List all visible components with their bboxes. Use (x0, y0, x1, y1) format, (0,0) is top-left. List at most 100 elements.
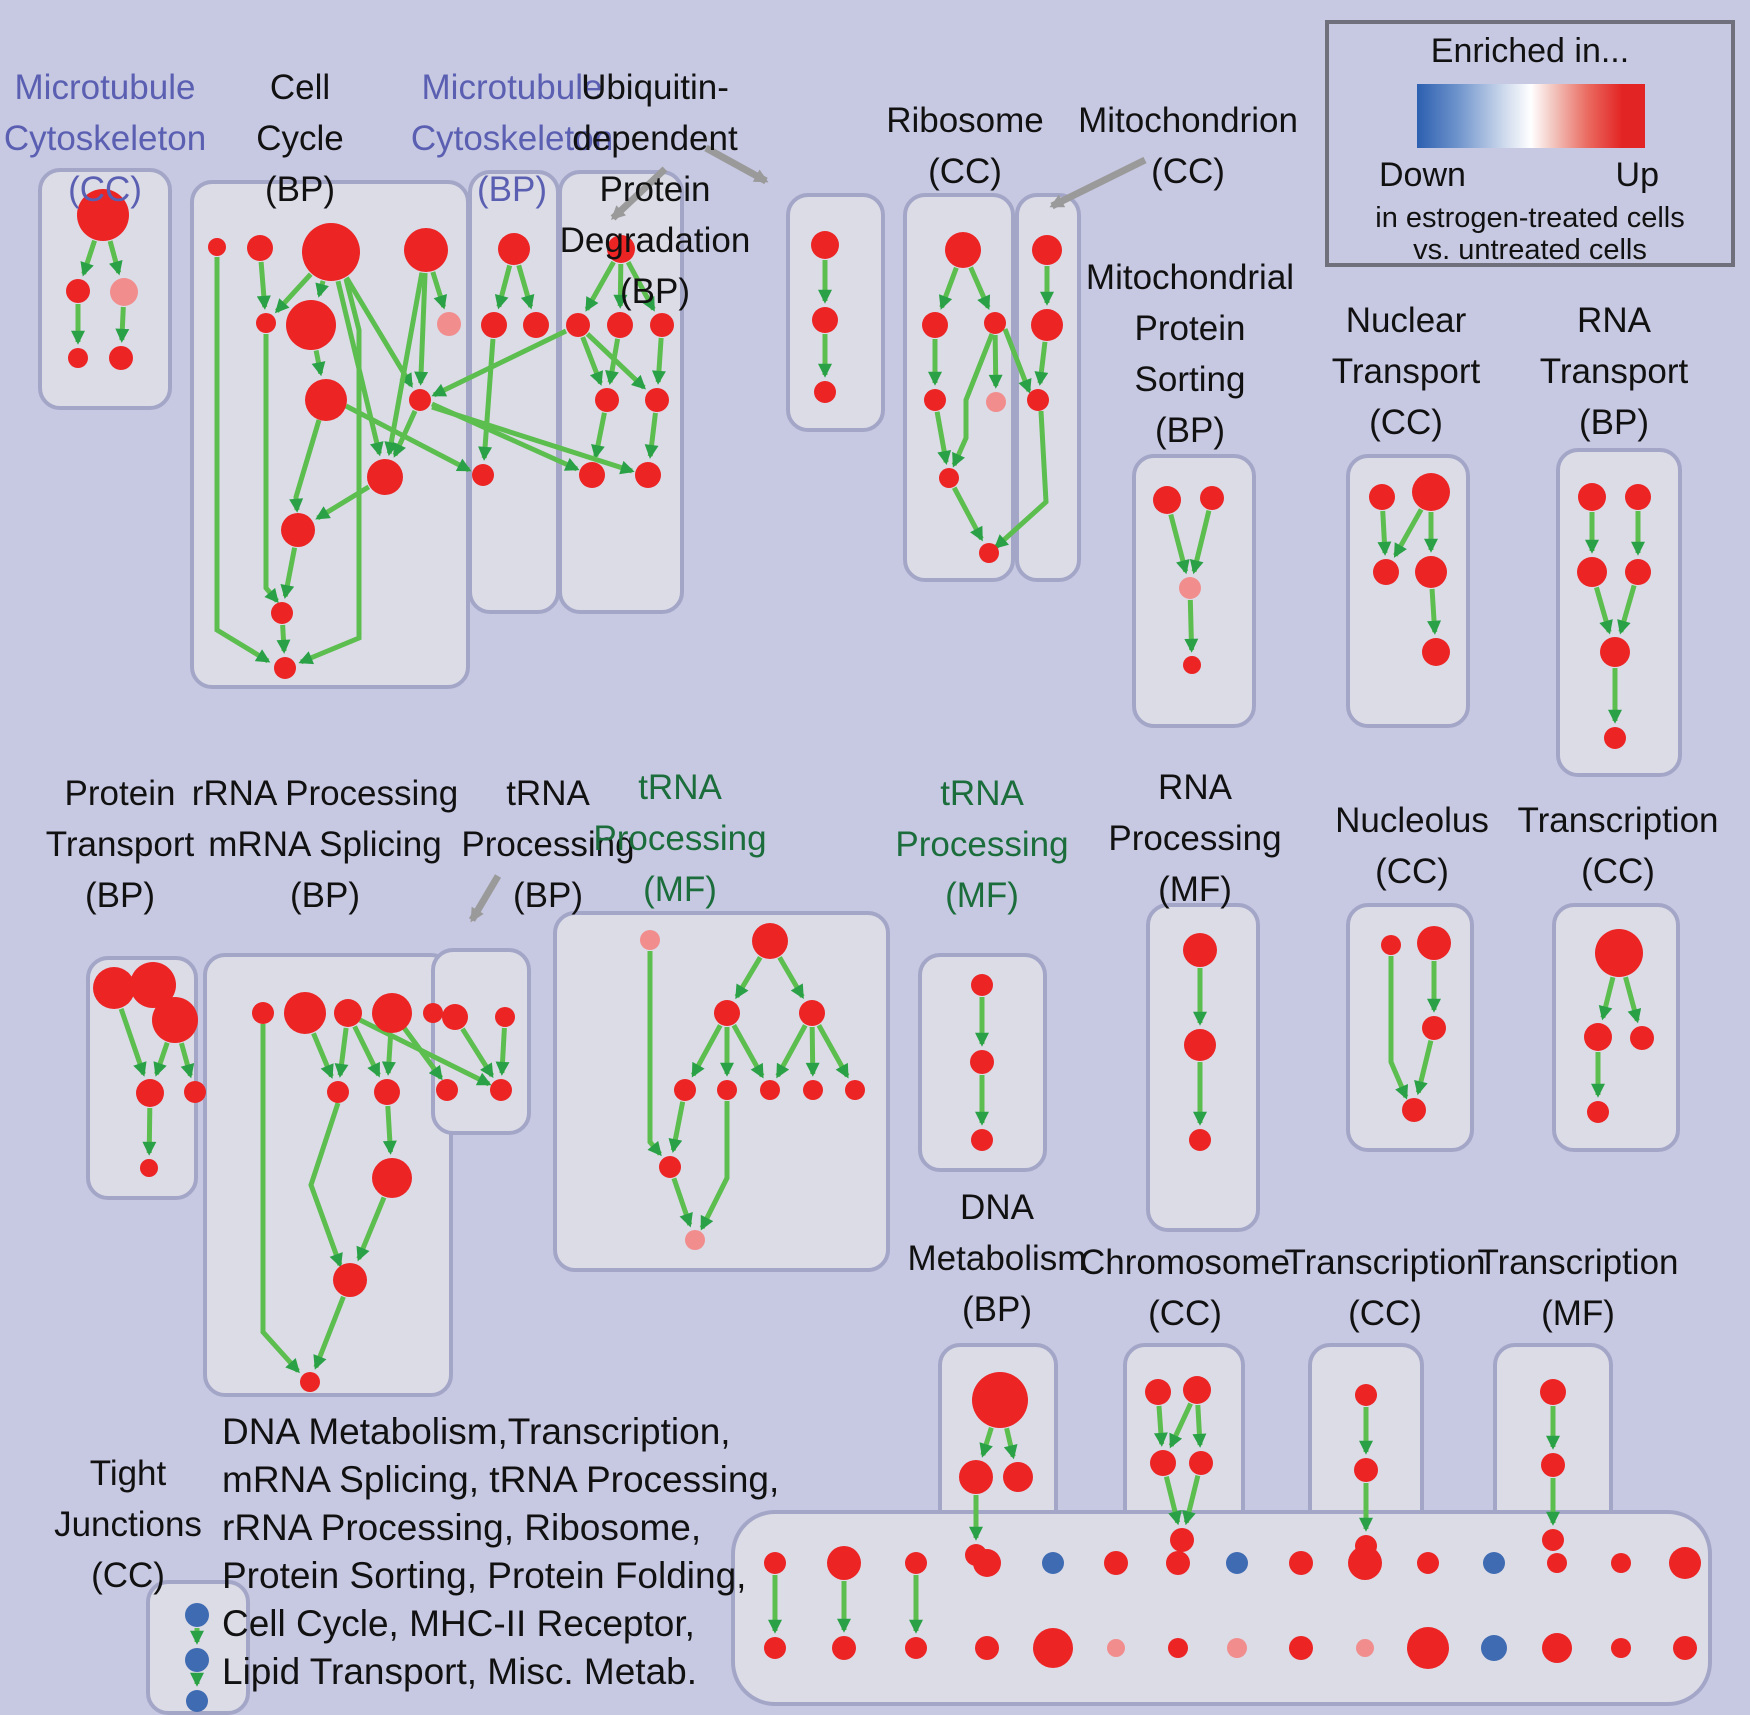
go-term-node-red (1170, 1528, 1194, 1552)
enrichment-edge (1393, 508, 1424, 558)
go-term-node-red (1354, 1458, 1378, 1482)
go-term-node-red (152, 997, 198, 1043)
go-term-node-red (184, 1081, 206, 1103)
group-box-rna-processing-mf (1146, 903, 1260, 1232)
enrichment-edge (494, 264, 513, 310)
group-label-line: (CC) (928, 152, 1002, 191)
enrichment-edge (1414, 1040, 1434, 1096)
group-label-line: (BP) (513, 876, 583, 915)
enrichment-edge (1002, 328, 1032, 394)
go-term-node-red (1289, 1636, 1313, 1660)
enrichment-edge (289, 419, 322, 513)
group-label-line: RNA (1577, 301, 1651, 340)
go-term-node-red (1189, 1451, 1213, 1475)
enrichment-edge (352, 1025, 381, 1078)
go-term-node-red (1166, 1551, 1190, 1575)
group-box-rrna-processing-mrna-splicing-bp (203, 953, 453, 1397)
enrichment-edge (613, 263, 628, 309)
group-label-transcription-mf: Transcription (MF) (1358, 1237, 1750, 1339)
go-term-node-red (256, 313, 276, 333)
go-term-node-red (971, 974, 993, 996)
enrichment-edge (968, 266, 991, 310)
go-term-node-pink (1107, 1639, 1125, 1657)
go-term-node-red (1422, 1016, 1446, 1040)
group-label-line: Microtubule (14, 68, 196, 107)
enrichment-edge (1034, 341, 1049, 386)
group-label-line: Processing (1108, 819, 1282, 858)
enrichment-edge (214, 257, 271, 664)
enrichment-edge (153, 1041, 170, 1077)
group-label-line: Protein (64, 774, 176, 813)
enrichment-edge (993, 410, 1049, 549)
go-term-node-red (1150, 1450, 1176, 1476)
go-term-node-red (1168, 1638, 1188, 1658)
enrichment-edge (591, 412, 607, 460)
go-term-node-red (442, 1004, 468, 1030)
enrichment-edge (625, 261, 656, 312)
go-term-node-red (1578, 483, 1606, 511)
group-label-line: Transcription (1477, 1243, 1679, 1282)
group-label-line: (CC) (68, 170, 142, 209)
go-term-node-red (1542, 1529, 1564, 1551)
enrichment-edge (308, 1102, 343, 1268)
go-term-node-red (300, 1372, 320, 1392)
go-term-node-red (93, 967, 135, 1009)
callout-arrow (704, 144, 769, 185)
go-term-node-red (717, 1080, 737, 1100)
go-term-node-red (595, 388, 619, 412)
enrichment-edge (644, 412, 659, 459)
enrichment-edge (584, 260, 616, 312)
enrichment-edge (311, 1032, 334, 1079)
go-term-node-blue (185, 1648, 209, 1672)
go-term-node-red (1289, 1551, 1313, 1575)
layer-nodes (66, 189, 1701, 1712)
go-term-node-red (498, 233, 530, 265)
enrichment-edge (495, 1027, 510, 1076)
group-label-rna-transport-bp: RNA Transport (BP) (1394, 295, 1750, 448)
group-label-rna-processing-mf: RNA Processing (MF) (975, 762, 1415, 915)
go-term-node-red (973, 1549, 1001, 1577)
enrichment-edge (280, 547, 298, 600)
go-term-node-red (752, 923, 788, 959)
group-label-line: tRNA (506, 774, 590, 813)
enrichment-edge (430, 271, 448, 310)
enrichment-edge (671, 1177, 693, 1228)
go-term-node-red (764, 1637, 786, 1659)
group-box-mitochondrion-cc (1015, 193, 1081, 582)
enrichment-edge (260, 1024, 300, 1374)
enrichment-edge (1163, 1475, 1182, 1526)
go-term-node-red (109, 346, 133, 370)
go-term-node-pink (1227, 1638, 1247, 1658)
callout-arrow (1049, 156, 1147, 210)
group-label-transcription-cc-row3: Transcription (CC) (1165, 1237, 1605, 1339)
enrichment-edge (298, 278, 362, 665)
group-label-trna-processing-bp: tRNA Processing (BP) (328, 768, 768, 921)
group-label-line: mRNA Splicing (208, 825, 442, 864)
group-label-line: Processing (895, 825, 1069, 864)
group-label-line: tRNA (940, 774, 1024, 813)
group-label-ubiquitin-degradation-left: Ubiquitin-dependent Protein Degradation (BP… (435, 62, 875, 317)
group-label-line: Metabolism (907, 1239, 1087, 1278)
enrichment-edge (431, 404, 635, 475)
enrichment-edge (384, 272, 425, 457)
enrichment-edge (585, 332, 646, 390)
go-term-node-red (481, 312, 507, 338)
legend-subtitle-line1: in estrogen-treated cells (1375, 202, 1685, 234)
go-term-node-red (284, 992, 326, 1034)
group-label-line: (BP) (1579, 403, 1649, 442)
go-term-node-red (305, 379, 347, 421)
go-term-node-red (764, 1552, 786, 1574)
go-term-node-pink (1179, 577, 1201, 599)
go-term-node-red (333, 1263, 367, 1297)
go-term-node-pink (437, 312, 461, 336)
go-term-node-blue (186, 1690, 208, 1712)
enrichment-edge (1598, 976, 1616, 1021)
enrichment-edge (1192, 1404, 1207, 1448)
go-term-node-pink (640, 930, 660, 950)
enrichment-edge (1182, 1475, 1201, 1526)
go-term-node-red (1669, 1547, 1701, 1579)
enrichment-edge (315, 280, 329, 298)
group-box-tight-junctions-cc (146, 1580, 250, 1715)
go-term-node-red (959, 1460, 993, 1494)
legend-up-label: Up (1615, 156, 1659, 194)
